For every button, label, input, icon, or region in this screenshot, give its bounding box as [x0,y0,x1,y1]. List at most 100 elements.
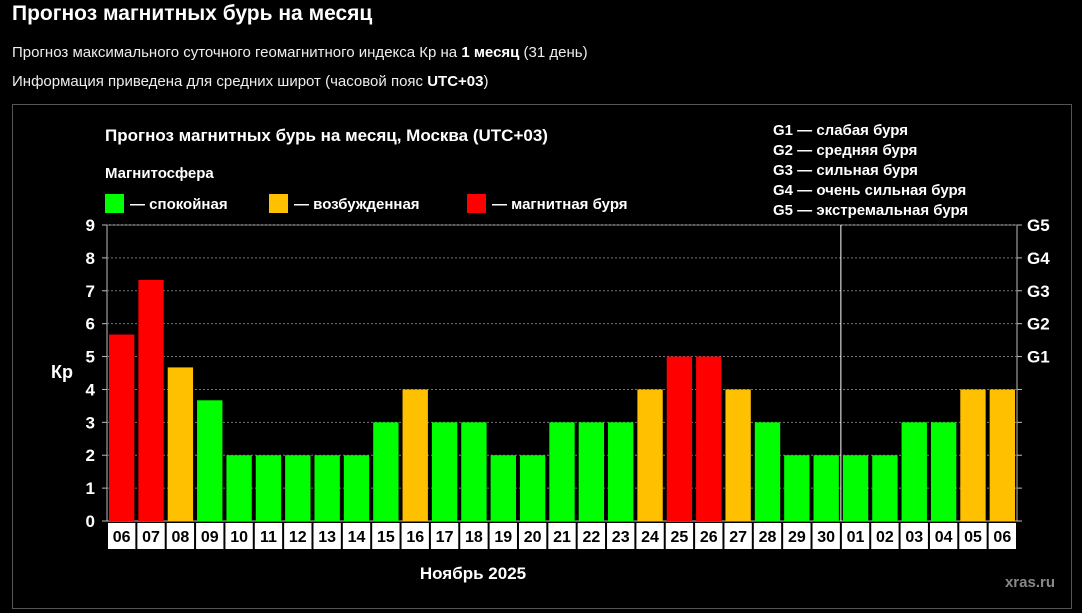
bar [431,422,458,521]
x-tick-label: 23 [612,529,630,546]
y-tick-label: 2 [86,446,95,465]
x-tick-label: 25 [671,529,689,546]
x-tick-box [636,523,664,549]
x-tick-box [959,523,987,549]
x-tick-label: 17 [436,529,454,546]
x-tick-box [929,523,958,549]
x-tick-box [196,523,224,549]
x-tick-label: 14 [348,529,366,546]
x-tick-box [871,523,899,549]
x-tick-box [988,523,1016,549]
legend-swatch [105,194,124,213]
x-tick-label: 03 [905,529,923,546]
storm-scale-item: G3 — сильная буря [773,162,918,179]
x-tick-box [401,523,429,549]
g-scale-label: G1 [1027,348,1050,367]
x-tick-box [695,523,723,549]
x-tick-label: 07 [142,529,160,546]
legend-label: — магнитная буря [492,196,628,213]
y-tick-label: 0 [86,512,95,531]
bar [960,389,986,521]
x-tick-label: 13 [318,529,336,546]
bar [226,455,252,521]
x-tick-label: 02 [876,529,894,546]
y-tick-label: 8 [86,249,95,268]
y-tick-label: 1 [86,479,95,498]
bar [549,422,575,521]
forecast-description: Прогноз максимального суточного геомагни… [12,44,588,61]
bar [696,356,722,521]
bar [989,389,1015,521]
x-tick-label: 27 [729,529,747,546]
bar [314,455,340,521]
x-tick-box [313,523,341,549]
x-tick-box [900,523,928,549]
y-tick-label: 9 [86,216,95,235]
storm-scale-item: G2 — средняя буря [773,142,917,159]
bar [872,455,898,521]
latitude-info-prefix: Информация приведена для средних широт (… [12,73,428,90]
bar [167,367,194,521]
legend-label: — спокойная [130,196,228,213]
bar [784,455,810,521]
legend-label: — возбужденная [294,196,420,213]
y-tick-label: 3 [86,413,95,432]
bar [930,422,957,521]
x-tick-label: 06 [993,529,1011,546]
x-tick-box [753,523,782,549]
x-tick-box [783,523,811,549]
bar [578,422,605,521]
x-tick-box [137,523,165,549]
bar [519,455,546,521]
forecast-description-prefix: Прогноз максимального суточного геомагни… [12,44,462,61]
watermark: xras.ru [1005,574,1055,591]
x-tick-label: 28 [759,529,777,546]
x-tick-box [665,523,694,549]
x-axis-label: Ноябрь 2025 [420,564,526,583]
bar [666,356,693,521]
x-tick-box [460,523,488,549]
x-tick-box [548,523,576,549]
x-tick-box [489,523,517,549]
legend-title: Магнитосфера [105,165,214,182]
g-scale-label: G2 [1027,315,1050,334]
x-tick-label: 15 [377,529,395,546]
legend-swatch [467,194,486,213]
g-scale-label: G3 [1027,282,1050,301]
storm-scale-item: G1 — слабая буря [773,122,908,139]
bar [373,422,399,521]
x-tick-box [254,523,283,549]
g-scale-label: G5 [1027,216,1050,235]
bar [138,279,164,521]
x-tick-box [342,523,371,549]
legend-swatch [269,194,288,213]
x-tick-label: 09 [201,529,219,546]
bar [343,455,370,521]
x-tick-label: 20 [524,529,542,546]
x-tick-label: 06 [113,529,131,546]
x-tick-label: 01 [847,529,865,546]
timezone: UTC+03 [427,73,484,90]
bar [842,455,869,521]
x-tick-label: 10 [230,529,248,546]
bar [637,389,663,521]
bar [402,389,428,521]
y-axis-label: Кр [51,362,73,382]
x-tick-box [607,523,635,549]
x-tick-label: 26 [700,529,718,546]
x-tick-box [841,523,870,549]
x-tick-label: 11 [260,529,277,546]
x-tick-box [166,523,195,549]
x-tick-label: 22 [582,529,600,546]
y-tick-label: 6 [86,315,95,334]
forecast-description-suffix: (31 день) [519,44,588,61]
bar [813,455,839,521]
chart-title: Прогноз магнитных бурь на месяц, Москва … [105,126,548,145]
x-tick-label: 21 [553,529,571,546]
x-tick-box [518,523,547,549]
y-tick-label: 4 [86,380,96,399]
y-tick-label: 7 [86,282,95,301]
x-tick-box [577,523,606,549]
bar [725,389,751,521]
x-tick-label: 18 [465,529,483,546]
